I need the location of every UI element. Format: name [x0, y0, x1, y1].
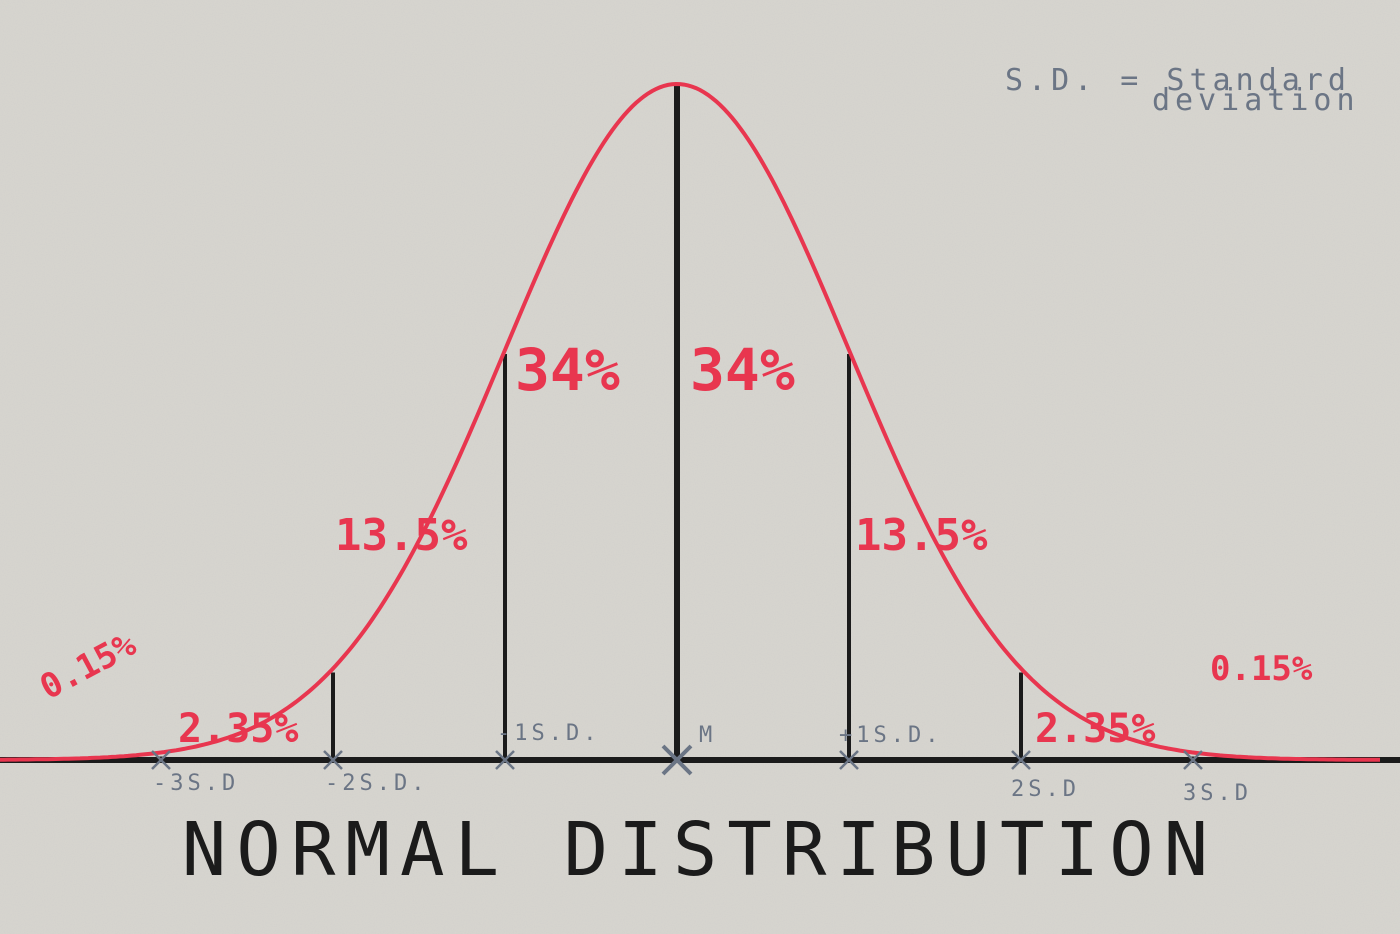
- region-label-6: 2.35%: [1035, 706, 1155, 752]
- tick-label-0: -3S.D: [153, 771, 239, 796]
- tick-mark-3: [661, 744, 693, 776]
- diagram-title: NORMAL DISTRIBUTION: [182, 807, 1218, 893]
- sd-note-line1: S.D. = Standard: [1005, 63, 1351, 98]
- tick-label-3: M: [699, 723, 716, 748]
- tick-mark-5: [1011, 750, 1031, 770]
- tick-label-6: 3S.D: [1183, 781, 1252, 806]
- region-label-3: 34%: [515, 336, 620, 404]
- tick-label-2: -1S.D.: [497, 721, 600, 746]
- tick-label-4: +1S.D.: [839, 723, 942, 748]
- tick-mark-0: [151, 750, 171, 770]
- region-label-2: 13.5%: [335, 510, 468, 561]
- tick-label-5: 2S.D: [1011, 777, 1080, 802]
- tick-mark-1: [323, 750, 343, 770]
- region-label-1: 2.35%: [178, 706, 298, 752]
- tick-mark-6: [1183, 750, 1203, 770]
- sd-note-line2: deviation: [1152, 83, 1360, 118]
- bell-curve: [0, 81, 1380, 762]
- region-label-7: 0.15%: [1210, 649, 1313, 689]
- tick-mark-4: [839, 750, 859, 770]
- tick-label-1: -2S.D.: [325, 771, 428, 796]
- tick-mark-2: [495, 750, 515, 770]
- region-label-4: 34%: [690, 336, 795, 404]
- region-label-5: 13.5%: [855, 510, 988, 561]
